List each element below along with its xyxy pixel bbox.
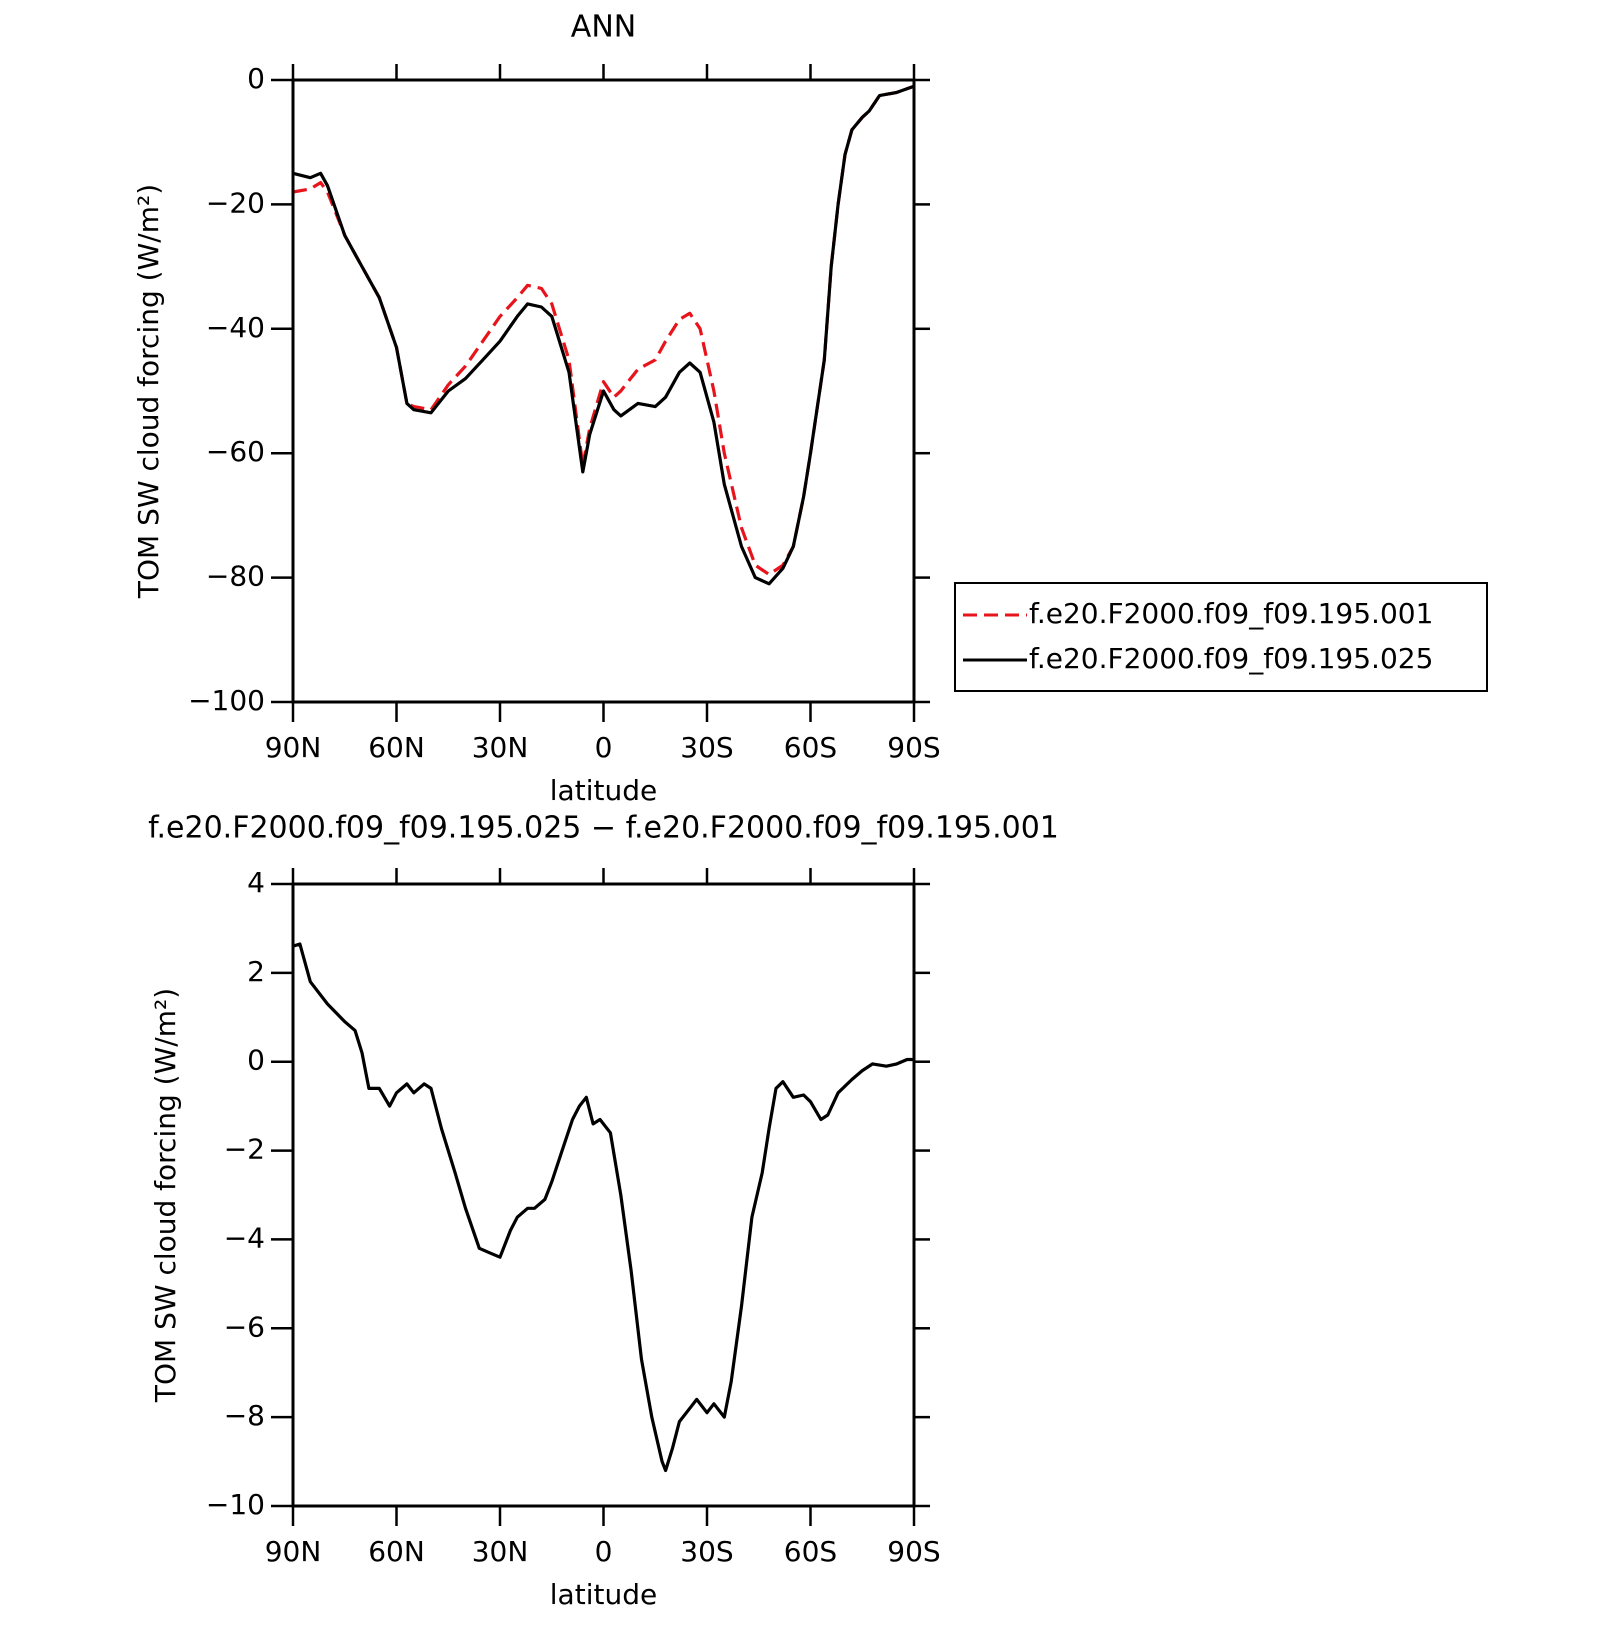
- x-tick-label: 60N: [368, 731, 425, 764]
- line-series: [292, 84, 915, 577]
- y-tick-label: −10: [206, 1488, 265, 1521]
- legend-label: f.e20.F2000.f09_f09.195.001: [1029, 597, 1433, 630]
- plot-frame: [291, 882, 916, 1508]
- legend-box: [954, 582, 1488, 692]
- x-tick-label: 30N: [472, 1535, 529, 1568]
- x-axis-label: latitude: [550, 774, 657, 807]
- y-tick-label: 0: [247, 1044, 265, 1077]
- plot-frame: [291, 78, 916, 704]
- y-tick-label: −40: [206, 311, 265, 344]
- legend-label: f.e20.F2000.f09_f09.195.025: [1029, 642, 1433, 675]
- x-tick-label: 90N: [265, 731, 322, 764]
- x-axis-label: latitude: [550, 1578, 657, 1611]
- x-tick-label: 60N: [368, 1535, 425, 1568]
- x-tick-label: 60S: [784, 1535, 837, 1568]
- y-tick-label: 4: [247, 866, 265, 899]
- x-tick-label: 60S: [784, 731, 837, 764]
- y-tick-label: −4: [224, 1221, 265, 1254]
- x-tick-label: 30N: [472, 731, 529, 764]
- y-tick-label: −6: [224, 1310, 265, 1343]
- y-axis-label: TOM SW cloud forcing (W/m²): [149, 988, 182, 1403]
- y-tick-label: −80: [206, 560, 265, 593]
- y-tick-label: −100: [188, 684, 265, 717]
- y-tick-label: 0: [247, 62, 265, 95]
- x-tick-label: 90S: [887, 731, 940, 764]
- y-tick-label: −60: [206, 435, 265, 468]
- line-series: [292, 84, 915, 586]
- y-axis-label: TOM SW cloud forcing (W/m²): [132, 184, 165, 599]
- x-tick-label: 30S: [680, 1535, 733, 1568]
- x-tick-label: 90S: [887, 1535, 940, 1568]
- chart-title: f.e20.F2000.f09_f09.195.025 − f.e20.F200…: [148, 811, 1059, 846]
- y-tick-label: −20: [206, 186, 265, 219]
- x-tick-label: 30S: [680, 731, 733, 764]
- x-tick-label: 90N: [265, 1535, 322, 1568]
- y-tick-label: −8: [224, 1399, 265, 1432]
- y-tick-label: 2: [247, 955, 265, 988]
- x-tick-label: 0: [595, 731, 613, 764]
- x-tick-label: 0: [595, 1535, 613, 1568]
- line-series: [292, 942, 914, 1473]
- chart-title: ANN: [571, 10, 636, 45]
- y-tick-label: −2: [224, 1133, 265, 1166]
